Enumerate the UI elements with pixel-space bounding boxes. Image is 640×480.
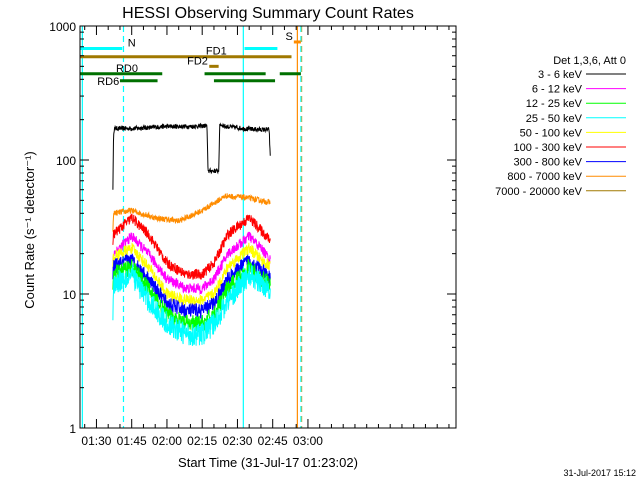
plot-frame	[79, 25, 457, 429]
y-tick-label: 100	[56, 154, 76, 168]
legend-label: 6 - 12 keV	[532, 84, 583, 96]
legend-label: 800 - 7000 keV	[507, 171, 582, 183]
series-line-6-12-kev	[112, 231, 271, 296]
y-tick-label: 1	[69, 422, 76, 436]
chart-title: HESSI Observing Summary Count Rates	[122, 5, 414, 22]
series-line-100-300-kev	[112, 213, 271, 280]
y-axis: 1 10 100 1000	[49, 20, 456, 436]
legend-label: 7000 - 20000 keV	[495, 186, 583, 198]
series-line-25-50-kev	[112, 264, 271, 346]
x-tick-label: 02:45	[258, 434, 288, 448]
flag-label-s: S	[285, 31, 292, 43]
legend-header: Det 1,3,6, Att 0	[553, 55, 626, 67]
series-line-12-25-kev	[112, 258, 271, 332]
x-tick-label: 01:30	[81, 434, 111, 448]
legend: Det 1,3,6, Att 0 3 - 6 keV 6 - 12 keV 12 -…	[495, 55, 626, 198]
y-axis-label: Count Rate (s⁻¹ detector⁻¹)	[22, 151, 37, 309]
y-tick-label: 10	[63, 288, 77, 302]
flag-label-rd6: RD6	[97, 76, 119, 88]
x-axis-label: Start Time (31-Jul-17 01:23:02)	[178, 455, 358, 470]
timestamp: 31-Jul-2017 15:12	[563, 468, 636, 478]
legend-label: 50 - 100 keV	[520, 127, 583, 139]
legend-label: 25 - 50 keV	[526, 113, 583, 125]
x-tick-label: 02:00	[152, 434, 182, 448]
flag-label-fd1: FD1	[206, 46, 227, 58]
series-line-50-100-kev	[112, 242, 271, 306]
data-series	[112, 122, 271, 346]
legend-label: 12 - 25 keV	[526, 98, 583, 110]
series-line-800-7000-kev	[112, 193, 271, 232]
x-axis: 01:30 01:45 02:00 02:15 02:30 02:45 03:00	[81, 26, 450, 448]
legend-label: 300 - 800 keV	[514, 157, 583, 169]
flag-label-rd0: RD0	[116, 63, 138, 75]
legend-label: 100 - 300 keV	[514, 142, 583, 154]
x-tick-label: 03:00	[293, 434, 323, 448]
flag-label-n: N	[128, 37, 136, 49]
x-tick-label: 02:30	[222, 434, 252, 448]
y-tick-label: 1000	[49, 20, 76, 34]
x-tick-label: 01:45	[117, 434, 147, 448]
legend-label: 3 - 6 keV	[538, 69, 583, 81]
flag-label-fd2: FD2	[187, 55, 208, 67]
series-line-3-6-kev	[112, 122, 271, 190]
x-tick-label: 02:15	[187, 434, 217, 448]
